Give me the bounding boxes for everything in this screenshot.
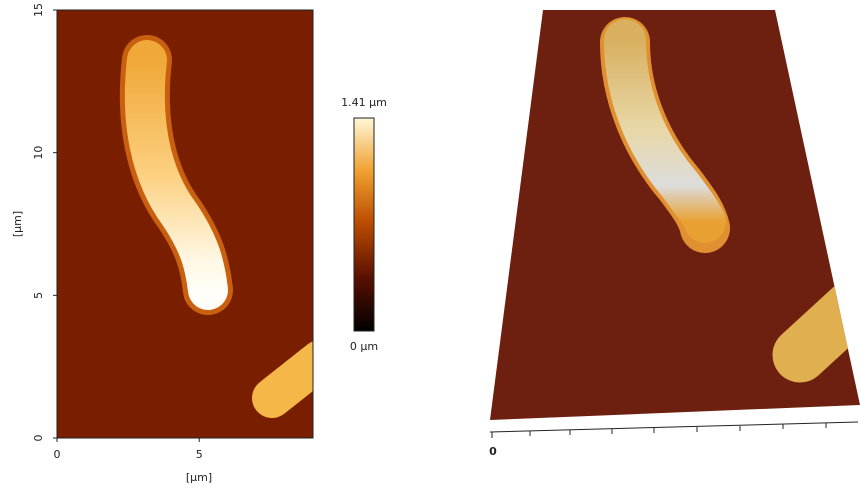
x-tick-label: 0 — [54, 448, 61, 461]
page: {"chart_data": [ {"type": "image", "xlab… — [0, 0, 860, 490]
x-tick-label: 5 — [196, 448, 203, 461]
x-axis-label: [μm] — [186, 471, 212, 484]
y-tick-label: 15 — [32, 3, 45, 17]
colorbar-label: 0 μm — [350, 340, 378, 353]
x-tick-label: 0 — [489, 445, 497, 458]
colorbar — [354, 118, 374, 331]
surface-3d: 0 — [489, 10, 860, 458]
y-axis-label: [μm] — [11, 211, 24, 237]
y-tick-label: 5 — [32, 292, 45, 299]
colorbar-label: 1.41 μm — [341, 96, 387, 109]
afm-image: [μm] [μm] 0 5 0 5 10 15 1.41 μm 0 μm — [11, 3, 387, 484]
figure: [μm] [μm] 0 5 0 5 10 15 1.41 μm 0 μm 0 — [0, 0, 860, 490]
axis-line — [490, 422, 858, 432]
y-tick-label: 10 — [32, 146, 45, 160]
y-tick-label: 0 — [32, 435, 45, 442]
